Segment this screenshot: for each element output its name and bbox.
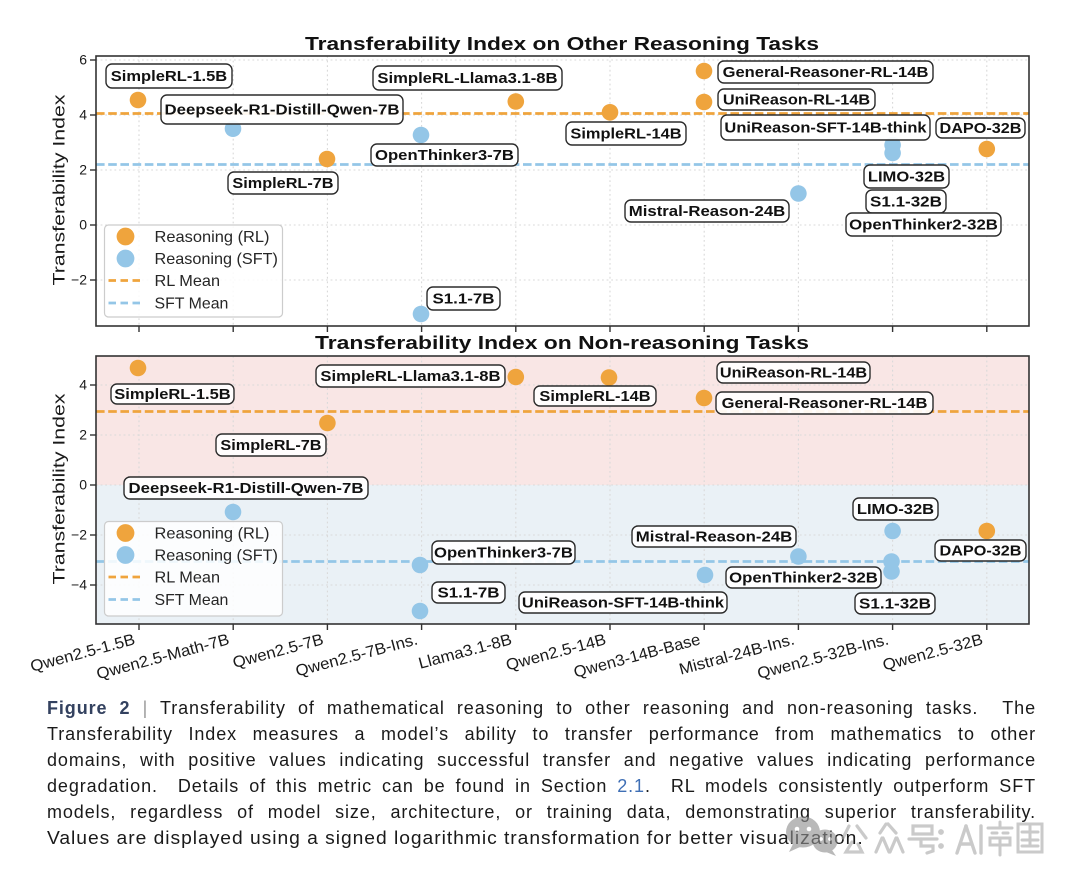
svg-text:S1.1-32B: S1.1-32B — [859, 596, 931, 613]
svg-text:Reasoning (SFT): Reasoning (SFT) — [155, 548, 278, 565]
svg-text:DAPO-32B: DAPO-32B — [940, 120, 1022, 137]
svg-text:Deepseek-R1-Distill-Qwen-7B: Deepseek-R1-Distill-Qwen-7B — [165, 102, 400, 119]
svg-text:RL Mean: RL Mean — [155, 273, 221, 290]
svg-text:UniReason-SFT-14B-think: UniReason-SFT-14B-think — [724, 120, 927, 137]
svg-text:SimpleRL-1.5B: SimpleRL-1.5B — [114, 386, 231, 403]
svg-text:Transferability Index on Non-r: Transferability Index on Non-reasoning T… — [315, 332, 809, 353]
svg-text:4: 4 — [79, 377, 87, 393]
svg-text:LIMO-32B: LIMO-32B — [868, 169, 945, 186]
svg-text:SimpleRL-14B: SimpleRL-14B — [539, 388, 650, 405]
svg-text:Deepseek-R1-Distill-Qwen-7B: Deepseek-R1-Distill-Qwen-7B — [129, 480, 364, 497]
svg-text:LIMO-32B: LIMO-32B — [857, 501, 934, 518]
svg-text:UniReason-RL-14B: UniReason-RL-14B — [720, 365, 867, 382]
svg-text:Llama3.1-8B: Llama3.1-8B — [417, 631, 514, 672]
svg-text:S1.1-32B: S1.1-32B — [870, 194, 942, 211]
svg-text:DAPO-32B: DAPO-32B — [940, 543, 1022, 560]
svg-text:6: 6 — [79, 52, 87, 68]
svg-text:Mistral-Reason-24B: Mistral-Reason-24B — [629, 203, 786, 220]
svg-text:0: 0 — [79, 217, 87, 233]
svg-text:4: 4 — [79, 107, 87, 123]
svg-text:OpenThinker3-7B: OpenThinker3-7B — [434, 545, 573, 562]
svg-text:2: 2 — [79, 427, 87, 443]
svg-text:UniReason-RL-14B: UniReason-RL-14B — [723, 92, 870, 109]
svg-text:Reasoning (RL): Reasoning (RL) — [155, 526, 270, 543]
svg-text:Mistral-Reason-24B: Mistral-Reason-24B — [636, 529, 793, 546]
svg-text:Transferability Index: Transferability Index — [50, 393, 69, 585]
svg-text:Transferability Index: Transferability Index — [50, 94, 69, 286]
svg-text:Qwen2.5-32B: Qwen2.5-32B — [881, 631, 985, 674]
svg-text:General-Reasoner-RL-14B: General-Reasoner-RL-14B — [723, 64, 929, 81]
svg-text:SimpleRL-14B: SimpleRL-14B — [570, 126, 681, 143]
svg-text:Reasoning (SFT): Reasoning (SFT) — [155, 251, 278, 268]
svg-text:SimpleRL-Llama3.1-8B: SimpleRL-Llama3.1-8B — [320, 368, 500, 385]
svg-text:SFT Mean: SFT Mean — [155, 592, 229, 609]
svg-text:SimpleRL-7B: SimpleRL-7B — [232, 175, 333, 192]
svg-text:General-Reasoner-RL-14B: General-Reasoner-RL-14B — [722, 395, 928, 412]
svg-text:Transferability Index on Other: Transferability Index on Other Reasoning… — [305, 33, 819, 54]
svg-text:SimpleRL-1.5B: SimpleRL-1.5B — [111, 68, 228, 85]
svg-text:RL Mean: RL Mean — [155, 570, 221, 587]
svg-text:OpenThinker3-7B: OpenThinker3-7B — [375, 147, 514, 164]
svg-text:OpenThinker2-32B: OpenThinker2-32B — [849, 217, 998, 234]
svg-text:SimpleRL-7B: SimpleRL-7B — [220, 437, 321, 454]
svg-text:−2: −2 — [71, 527, 87, 543]
svg-text:S1.1-7B: S1.1-7B — [433, 291, 495, 308]
svg-text:−2: −2 — [71, 272, 87, 288]
svg-text:0: 0 — [79, 477, 87, 493]
svg-text:Reasoning (RL): Reasoning (RL) — [155, 229, 270, 246]
svg-text:UniReason-SFT-14B-think: UniReason-SFT-14B-think — [522, 595, 725, 612]
svg-text:S1.1-7B: S1.1-7B — [438, 585, 500, 602]
svg-text:−4: −4 — [71, 577, 87, 593]
svg-text:SFT Mean: SFT Mean — [155, 296, 229, 313]
svg-text:SimpleRL-Llama3.1-8B: SimpleRL-Llama3.1-8B — [377, 70, 557, 87]
svg-text:OpenThinker2-32B: OpenThinker2-32B — [729, 570, 878, 587]
svg-text:2: 2 — [79, 162, 87, 178]
